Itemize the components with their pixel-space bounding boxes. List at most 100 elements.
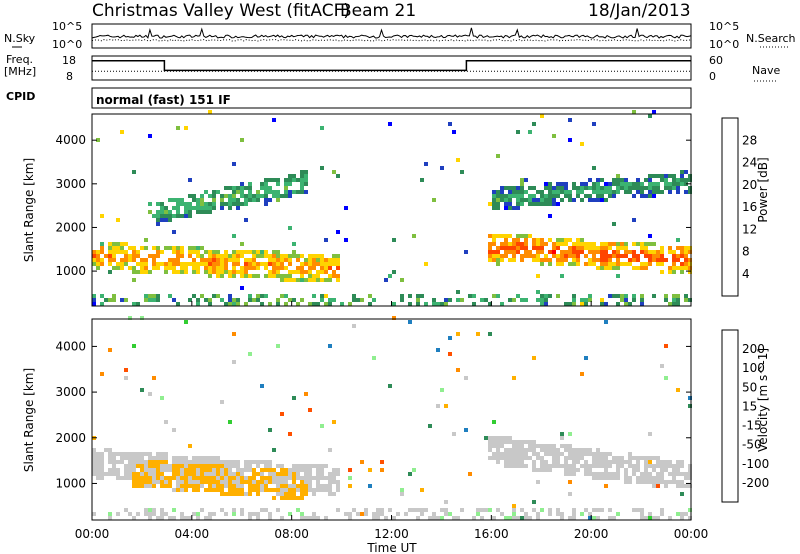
heatmap-cell	[204, 480, 208, 484]
heatmap-cell	[164, 206, 168, 210]
heatmap-cell	[648, 250, 652, 254]
heatmap-cell	[336, 254, 340, 258]
heatmap-cell	[284, 496, 288, 500]
heatmap-cell	[316, 488, 320, 492]
heatmap-cell	[172, 230, 176, 234]
heatmap-cell	[496, 194, 500, 198]
heatmap-cell	[220, 194, 224, 198]
heatmap-cell	[224, 266, 228, 270]
heatmap-cell	[184, 488, 188, 492]
heatmap-cell	[576, 186, 580, 190]
heatmap-cell	[136, 270, 140, 274]
heatmap-cell	[568, 432, 572, 436]
heatmap-cell	[176, 262, 180, 266]
heatmap-cell	[676, 388, 680, 392]
heatmap-cell	[656, 516, 660, 520]
heatmap-cell	[380, 460, 384, 464]
heatmap-cell	[536, 274, 540, 278]
heatmap-cell	[100, 262, 104, 266]
cpid-text: normal (fast) 151 IF	[96, 93, 231, 107]
heatmap-cell	[108, 472, 112, 476]
heatmap-cell	[124, 368, 128, 372]
heatmap-cell	[272, 468, 276, 472]
heatmap-cell	[228, 258, 232, 262]
heatmap-cell	[100, 250, 104, 254]
heatmap-cell	[500, 242, 504, 246]
heatmap-cell	[528, 456, 532, 460]
heatmap-cell	[596, 476, 600, 480]
heatmap-cell	[228, 294, 232, 298]
heatmap-cell	[256, 198, 260, 202]
heatmap-cell	[664, 460, 668, 464]
heatmap-cell	[560, 242, 564, 246]
heatmap-cell	[576, 460, 580, 464]
heatmap-cell	[504, 448, 508, 452]
heatmap-cell	[516, 186, 520, 190]
heatmap-cell	[240, 190, 244, 194]
heatmap-cell	[580, 142, 584, 146]
heatmap-cell	[328, 266, 332, 270]
heatmap-cell	[304, 464, 308, 468]
heatmap-cell	[92, 468, 96, 472]
heatmap-cell	[312, 294, 316, 298]
heatmap-cell	[528, 444, 532, 448]
heatmap-cell	[228, 420, 232, 424]
heatmap-cell	[568, 254, 572, 258]
heatmap-cell	[524, 298, 528, 302]
heatmap-cell	[176, 464, 180, 468]
heatmap-cell	[348, 468, 352, 472]
colorbar-tick-label: 24	[742, 156, 757, 170]
heatmap-cell	[208, 456, 212, 460]
heatmap-cell	[376, 512, 380, 516]
heatmap-cell	[244, 270, 248, 274]
heatmap-cell	[432, 302, 436, 306]
heatmap-cell	[460, 508, 464, 512]
heatmap-cell	[124, 250, 128, 254]
nsky-label: N.Sky	[4, 32, 36, 45]
heatmap-cell	[232, 234, 236, 238]
heatmap-cell	[592, 472, 596, 476]
heatmap-cell	[560, 432, 564, 436]
heatmap-cell	[240, 266, 244, 270]
heatmap-cell	[300, 262, 304, 266]
heatmap-cell	[236, 468, 240, 472]
heatmap-cell	[612, 516, 616, 520]
heatmap-cell	[628, 262, 632, 266]
heatmap-cell	[280, 468, 284, 472]
heatmap-cell	[544, 460, 548, 464]
heatmap-cell	[596, 194, 600, 198]
heatmap-cell	[180, 516, 184, 520]
heatmap-cell	[156, 468, 160, 472]
heatmap-cell	[176, 258, 180, 262]
heatmap-cell	[680, 178, 684, 182]
heatmap-cell	[684, 484, 688, 488]
velocity-colorbar-label: Velocity [m s^-1]	[756, 348, 770, 452]
heatmap-cell	[324, 266, 328, 270]
heatmap-cell	[680, 182, 684, 186]
heatmap-cell	[164, 214, 168, 218]
heatmap-cell	[268, 476, 272, 480]
heatmap-cell	[548, 448, 552, 452]
heatmap-cell	[188, 262, 192, 266]
heatmap-cell	[300, 266, 304, 270]
heatmap-cell	[120, 476, 124, 480]
heatmap-cell	[584, 508, 588, 512]
heatmap-cell	[588, 468, 592, 472]
heatmap-cell	[168, 476, 172, 480]
heatmap-cell	[156, 456, 160, 460]
heatmap-cell	[224, 194, 228, 198]
nsky-line	[91, 27, 692, 39]
heatmap-cell	[252, 262, 256, 266]
heatmap-cell	[540, 190, 544, 194]
heatmap-cell	[592, 190, 596, 194]
heatmap-cell	[612, 460, 616, 464]
heatmap-cell	[556, 242, 560, 246]
heatmap-cell	[500, 440, 504, 444]
heatmap-cell	[512, 464, 516, 468]
heatmap-cell	[612, 262, 616, 266]
heatmap-cell	[640, 516, 644, 520]
heatmap-cell	[568, 480, 572, 484]
heatmap-cell	[240, 270, 244, 274]
heatmap-cell	[204, 206, 208, 210]
heatmap-cell	[572, 464, 576, 468]
